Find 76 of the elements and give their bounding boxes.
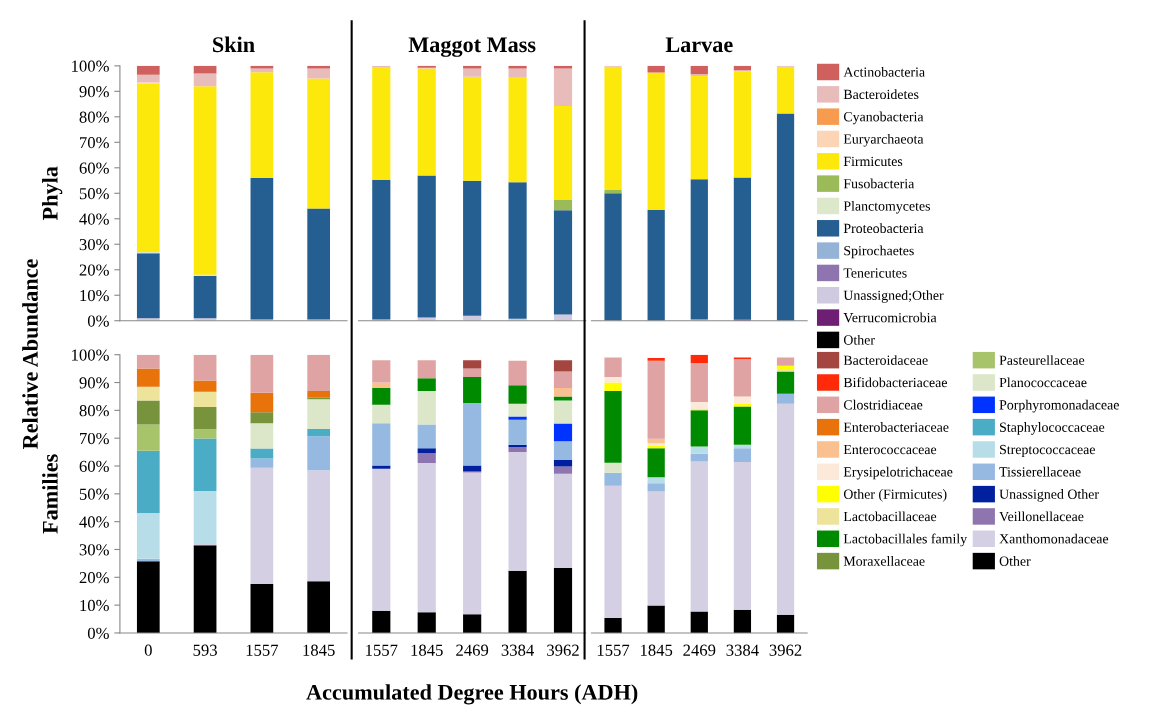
x-tick-label: 1557 [366, 644, 398, 656]
y-tick-label: 10% [80, 599, 109, 612]
legend-label: Erysipelotrichaceae [843, 466, 953, 480]
legend-label: Tissierellaceae [999, 466, 1081, 477]
legend-label: Staphylococcaceae [1000, 422, 1105, 435]
y-tick-label: 20% [79, 264, 109, 276]
y-tick-label: 80% [79, 111, 109, 123]
legend-label: Bifidobacteriaceae [843, 377, 947, 388]
chart-title: Larvae [665, 37, 733, 53]
text: Relative Abundance [22, 259, 38, 449]
y-tick-label: 90% [79, 377, 109, 389]
y-axis-title: Phyla [42, 166, 63, 221]
legend-label: Clostridiaceae [843, 399, 923, 410]
legend-label: Tenericutes [843, 268, 907, 278]
y-tick-label: 40% [79, 213, 109, 225]
y-tick-label: 60% [79, 460, 109, 473]
x-tick-label: 1557 [597, 644, 630, 656]
legend-label: Planctomycetes [843, 200, 931, 214]
y-tick-label: 0% [87, 315, 109, 327]
legend-label: Bacteroidetes [843, 89, 919, 100]
x-tick-label: 3962 [769, 644, 802, 656]
legend-label: Other [843, 334, 875, 345]
y-tick-label: 60% [79, 162, 109, 174]
x-tick-label: 1557 [246, 644, 279, 656]
legend-label: Cyanobacteria [843, 111, 924, 125]
legend-label: Verrucomicrobia [843, 312, 937, 323]
legend-label: Firmicutes [843, 156, 903, 167]
x-axis-title: Accumulated Degree Hours (ADH) [306, 684, 638, 705]
x-tick-label: 2469 [683, 644, 716, 656]
legend-label: Other [999, 556, 1031, 566]
x-tick-label: 2469 [456, 644, 489, 656]
x-tick-label: 593 [193, 644, 217, 656]
x-tick-label: 3962 [547, 644, 579, 656]
legend-label: Bacteroidaceae [843, 355, 928, 365]
chart-title: Skin [213, 36, 255, 53]
legend-label: Planococcaceae [999, 377, 1087, 388]
x-tick-label: 0 [144, 644, 152, 656]
x-tick-label: 1845 [640, 644, 673, 656]
y-tick-label: 20% [79, 572, 109, 584]
x-tick-label: 3384 [501, 644, 534, 656]
legend-label: Other (Firmicutes) [843, 489, 947, 502]
y-axis-title: Families [42, 454, 58, 534]
y-tick-label: 80% [79, 405, 109, 417]
legend-label: Unassigned Other [999, 489, 1099, 502]
x-tick-label: 1845 [411, 644, 443, 656]
legend-label: Veillonellaceae [999, 511, 1084, 522]
legend-label: Actinobacteria [843, 66, 925, 77]
legend-label: Fusobacteria [843, 178, 915, 189]
legend-label: Enterobacteriaceae [843, 422, 949, 432]
y-tick-label: 100% [72, 349, 109, 361]
legend-label: Moraxellaceae [843, 556, 925, 566]
legend-label: Lactobacillaceae [843, 511, 937, 522]
x-tick-label: 3384 [726, 644, 759, 656]
y-tick-label: 40% [79, 516, 109, 528]
y-tick-label: 0% [87, 627, 109, 639]
legend-label: Spirochaetes [844, 245, 914, 259]
legend-label: Pasteurellaceae [999, 355, 1085, 365]
legend-label: Porphyromonadaceae [999, 399, 1119, 413]
y-tick-label: 70% [80, 137, 109, 149]
y-tick-label: 50% [79, 488, 109, 500]
legend-label: Xanthomonadaceae [999, 533, 1109, 544]
legend-label: Lactobacillales family [843, 533, 968, 547]
legend-label: Streptococcaceae [1000, 444, 1095, 458]
legend-label: Enterococcaceae [843, 444, 937, 455]
y-tick-label: 90% [79, 86, 109, 98]
y-tick-label: 100% [72, 60, 109, 72]
y-tick-label: 10% [80, 289, 109, 302]
y-tick-label: 70% [80, 432, 109, 445]
y-tick-label: 30% [79, 238, 109, 251]
chart-title: Maggot Mass [408, 37, 536, 57]
x-tick-label: 1845 [303, 644, 335, 656]
legend-label: Proteobacteria [843, 223, 924, 234]
legend-label: Euryarchaeota [843, 133, 924, 147]
legend-label: Unassigned;Other [843, 290, 944, 303]
y-tick-label: 30% [79, 544, 109, 556]
y-tick-label: 50% [79, 187, 109, 200]
